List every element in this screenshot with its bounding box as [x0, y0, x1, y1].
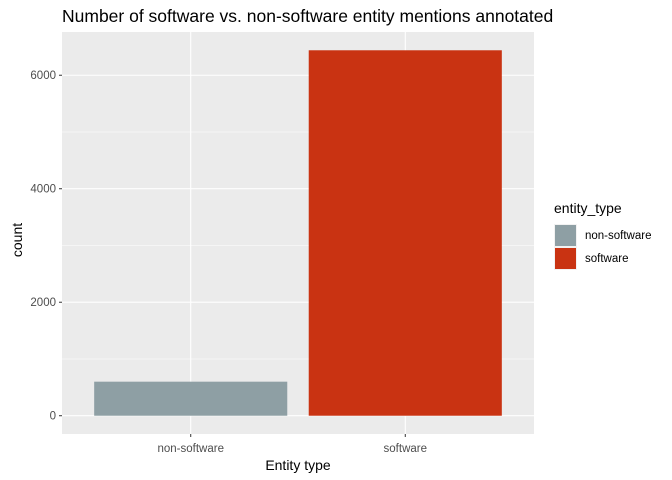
- legend: entity_type non-software software: [554, 200, 651, 270]
- x-tick-label: software: [384, 443, 427, 455]
- y-tick-label: 6000: [30, 70, 56, 82]
- bar-software: [308, 50, 502, 416]
- x-axis-label: Entity type: [265, 457, 331, 473]
- legend-swatch-software: [555, 248, 576, 269]
- x-tick-label: non-software: [157, 443, 223, 455]
- bar-non-software: [94, 381, 288, 416]
- y-tick-label: 0: [50, 411, 56, 423]
- y-tick-label: 4000: [30, 184, 56, 196]
- y-axis-label: count: [9, 223, 25, 257]
- y-tick-label: 2000: [30, 297, 56, 309]
- x-axis-ticks: non-software software: [157, 434, 427, 455]
- bars: [94, 50, 502, 416]
- legend-label-non-software: non-software: [585, 230, 651, 242]
- legend-label-software: software: [585, 253, 628, 265]
- legend-swatch-non-software: [555, 225, 576, 246]
- y-axis-ticks: 0 2000 4000 6000: [30, 70, 62, 423]
- chart-title: Number of software vs. non-software enti…: [62, 6, 553, 26]
- legend-title: entity_type: [554, 200, 622, 216]
